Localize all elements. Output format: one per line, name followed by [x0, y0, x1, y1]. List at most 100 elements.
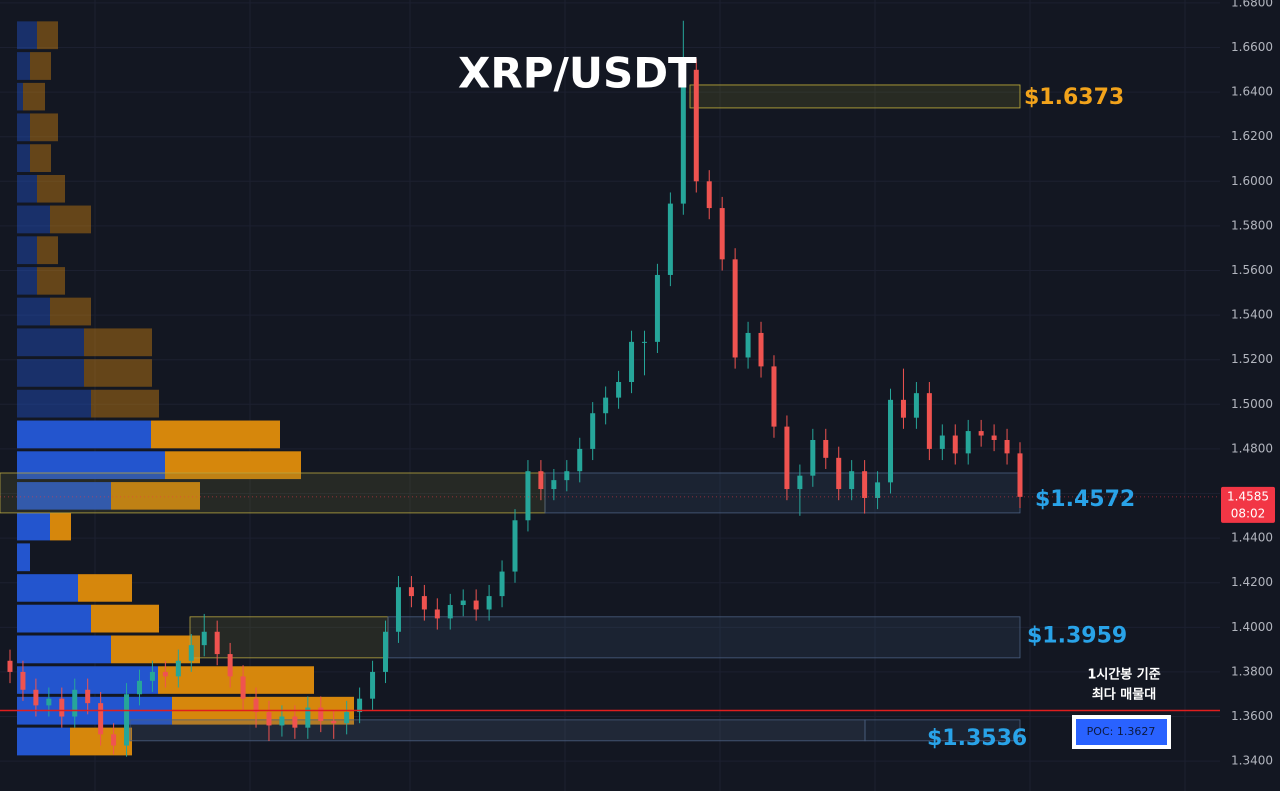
- candle-body: [1004, 439, 1010, 454]
- candle-body: [991, 435, 997, 440]
- profile-bar: [23, 82, 45, 111]
- y-tick-label: 1.5200: [1231, 352, 1273, 366]
- candle-body: [512, 520, 518, 572]
- last-price-label: 1.4585: [1227, 489, 1269, 503]
- candle-body: [913, 393, 919, 418]
- candle-body: [797, 475, 803, 490]
- candle-body: [616, 382, 622, 398]
- candle-body: [383, 631, 389, 672]
- y-tick-label: 1.5400: [1231, 308, 1273, 322]
- profile-bar: [17, 205, 50, 234]
- candle-body: [240, 676, 246, 699]
- candle-body: [460, 600, 466, 606]
- y-tick-label: 1.3600: [1231, 709, 1273, 723]
- profile-bar: [84, 328, 152, 357]
- profile-bar: [17, 389, 91, 418]
- candle-body: [46, 698, 52, 706]
- profile-bar: [17, 420, 151, 449]
- candle-body: [875, 482, 881, 498]
- candle-body: [85, 689, 91, 704]
- y-tick-label: 1.3400: [1231, 754, 1273, 768]
- y-tick-label: 1.5800: [1231, 218, 1273, 232]
- candle-body: [59, 698, 65, 717]
- zones: $1.6373 $1.4572 $1.3959 $1.3536: [0, 84, 1135, 751]
- poc-note: 1시간봉 기준: [1087, 667, 1160, 683]
- y-tick-label: 1.4800: [1231, 441, 1273, 455]
- y-tick-label: 1.6800: [1231, 0, 1273, 9]
- candle-body: [7, 660, 13, 672]
- candle-body: [952, 435, 958, 454]
- profile-bar: [111, 482, 200, 510]
- profile-bar: [37, 236, 58, 265]
- y-tick-label: 1.5000: [1231, 397, 1273, 411]
- profile-bar: [37, 174, 65, 203]
- profile-bar: [17, 635, 111, 664]
- profile-bar: [50, 512, 71, 541]
- profile-bar: [17, 82, 23, 111]
- candle-body: [784, 426, 790, 490]
- candle-body: [318, 707, 324, 721]
- candle-body: [629, 341, 635, 383]
- candle-body: [175, 660, 181, 677]
- candle-body: [1017, 453, 1023, 497]
- zone: [129, 719, 866, 742]
- candle-body: [499, 571, 505, 597]
- candle-body: [900, 399, 906, 418]
- profile-bar: [50, 205, 91, 234]
- candle-body: [745, 332, 751, 358]
- profile-bar: [17, 512, 50, 541]
- candle-body: [706, 181, 712, 209]
- profile-bar: [50, 297, 91, 326]
- candle-body: [214, 631, 220, 655]
- last-price-badge: [1221, 486, 1275, 523]
- candle-body: [888, 399, 894, 483]
- zone: [189, 616, 389, 659]
- profile-bar: [17, 174, 37, 203]
- countdown: 08:02: [1231, 506, 1266, 520]
- profile-bar: [151, 420, 280, 449]
- candle-body: [447, 605, 453, 619]
- zone-label: $1.3959: [1027, 623, 1127, 648]
- candle-body: [926, 393, 932, 449]
- candle-body: [486, 596, 492, 610]
- profile-bar: [17, 52, 30, 80]
- candle-body: [72, 689, 78, 717]
- candle-body: [331, 720, 337, 724]
- volume-profile: [17, 21, 354, 756]
- profile-bar: [17, 543, 30, 572]
- candle-body: [136, 680, 142, 695]
- poc-label: POC: 1.3627: [1087, 725, 1156, 738]
- candle-body: [421, 596, 427, 610]
- candle-body: [965, 431, 971, 454]
- y-tick-label: 1.5600: [1231, 263, 1273, 277]
- candle-body: [227, 654, 233, 677]
- candle-body: [279, 716, 285, 726]
- candle-body: [111, 734, 117, 746]
- candle-body: [823, 439, 829, 458]
- zone-label: $1.3536: [927, 726, 1027, 751]
- candle-body: [473, 600, 479, 610]
- candle-body: [577, 448, 583, 472]
- candle-body: [603, 397, 609, 414]
- profile-bar: [17, 297, 50, 326]
- candle-body: [266, 712, 272, 726]
- candle-body: [124, 694, 130, 746]
- profile-bar: [78, 574, 132, 602]
- candle-body: [188, 645, 194, 661]
- candle-body: [667, 203, 673, 275]
- poc-box-inner: [1076, 719, 1167, 745]
- profile-bar: [17, 21, 37, 50]
- candle-body: [305, 707, 311, 728]
- candle-body: [590, 413, 596, 449]
- y-tick-label: 1.6000: [1231, 174, 1273, 188]
- profile-bar: [17, 451, 165, 480]
- y-tick-label: 1.4200: [1231, 575, 1273, 589]
- zone: [689, 84, 1021, 109]
- poc-note: 최다 매물대: [1092, 687, 1156, 703]
- candle-body: [693, 69, 699, 182]
- candle-body: [149, 671, 155, 681]
- profile-bar: [165, 451, 301, 480]
